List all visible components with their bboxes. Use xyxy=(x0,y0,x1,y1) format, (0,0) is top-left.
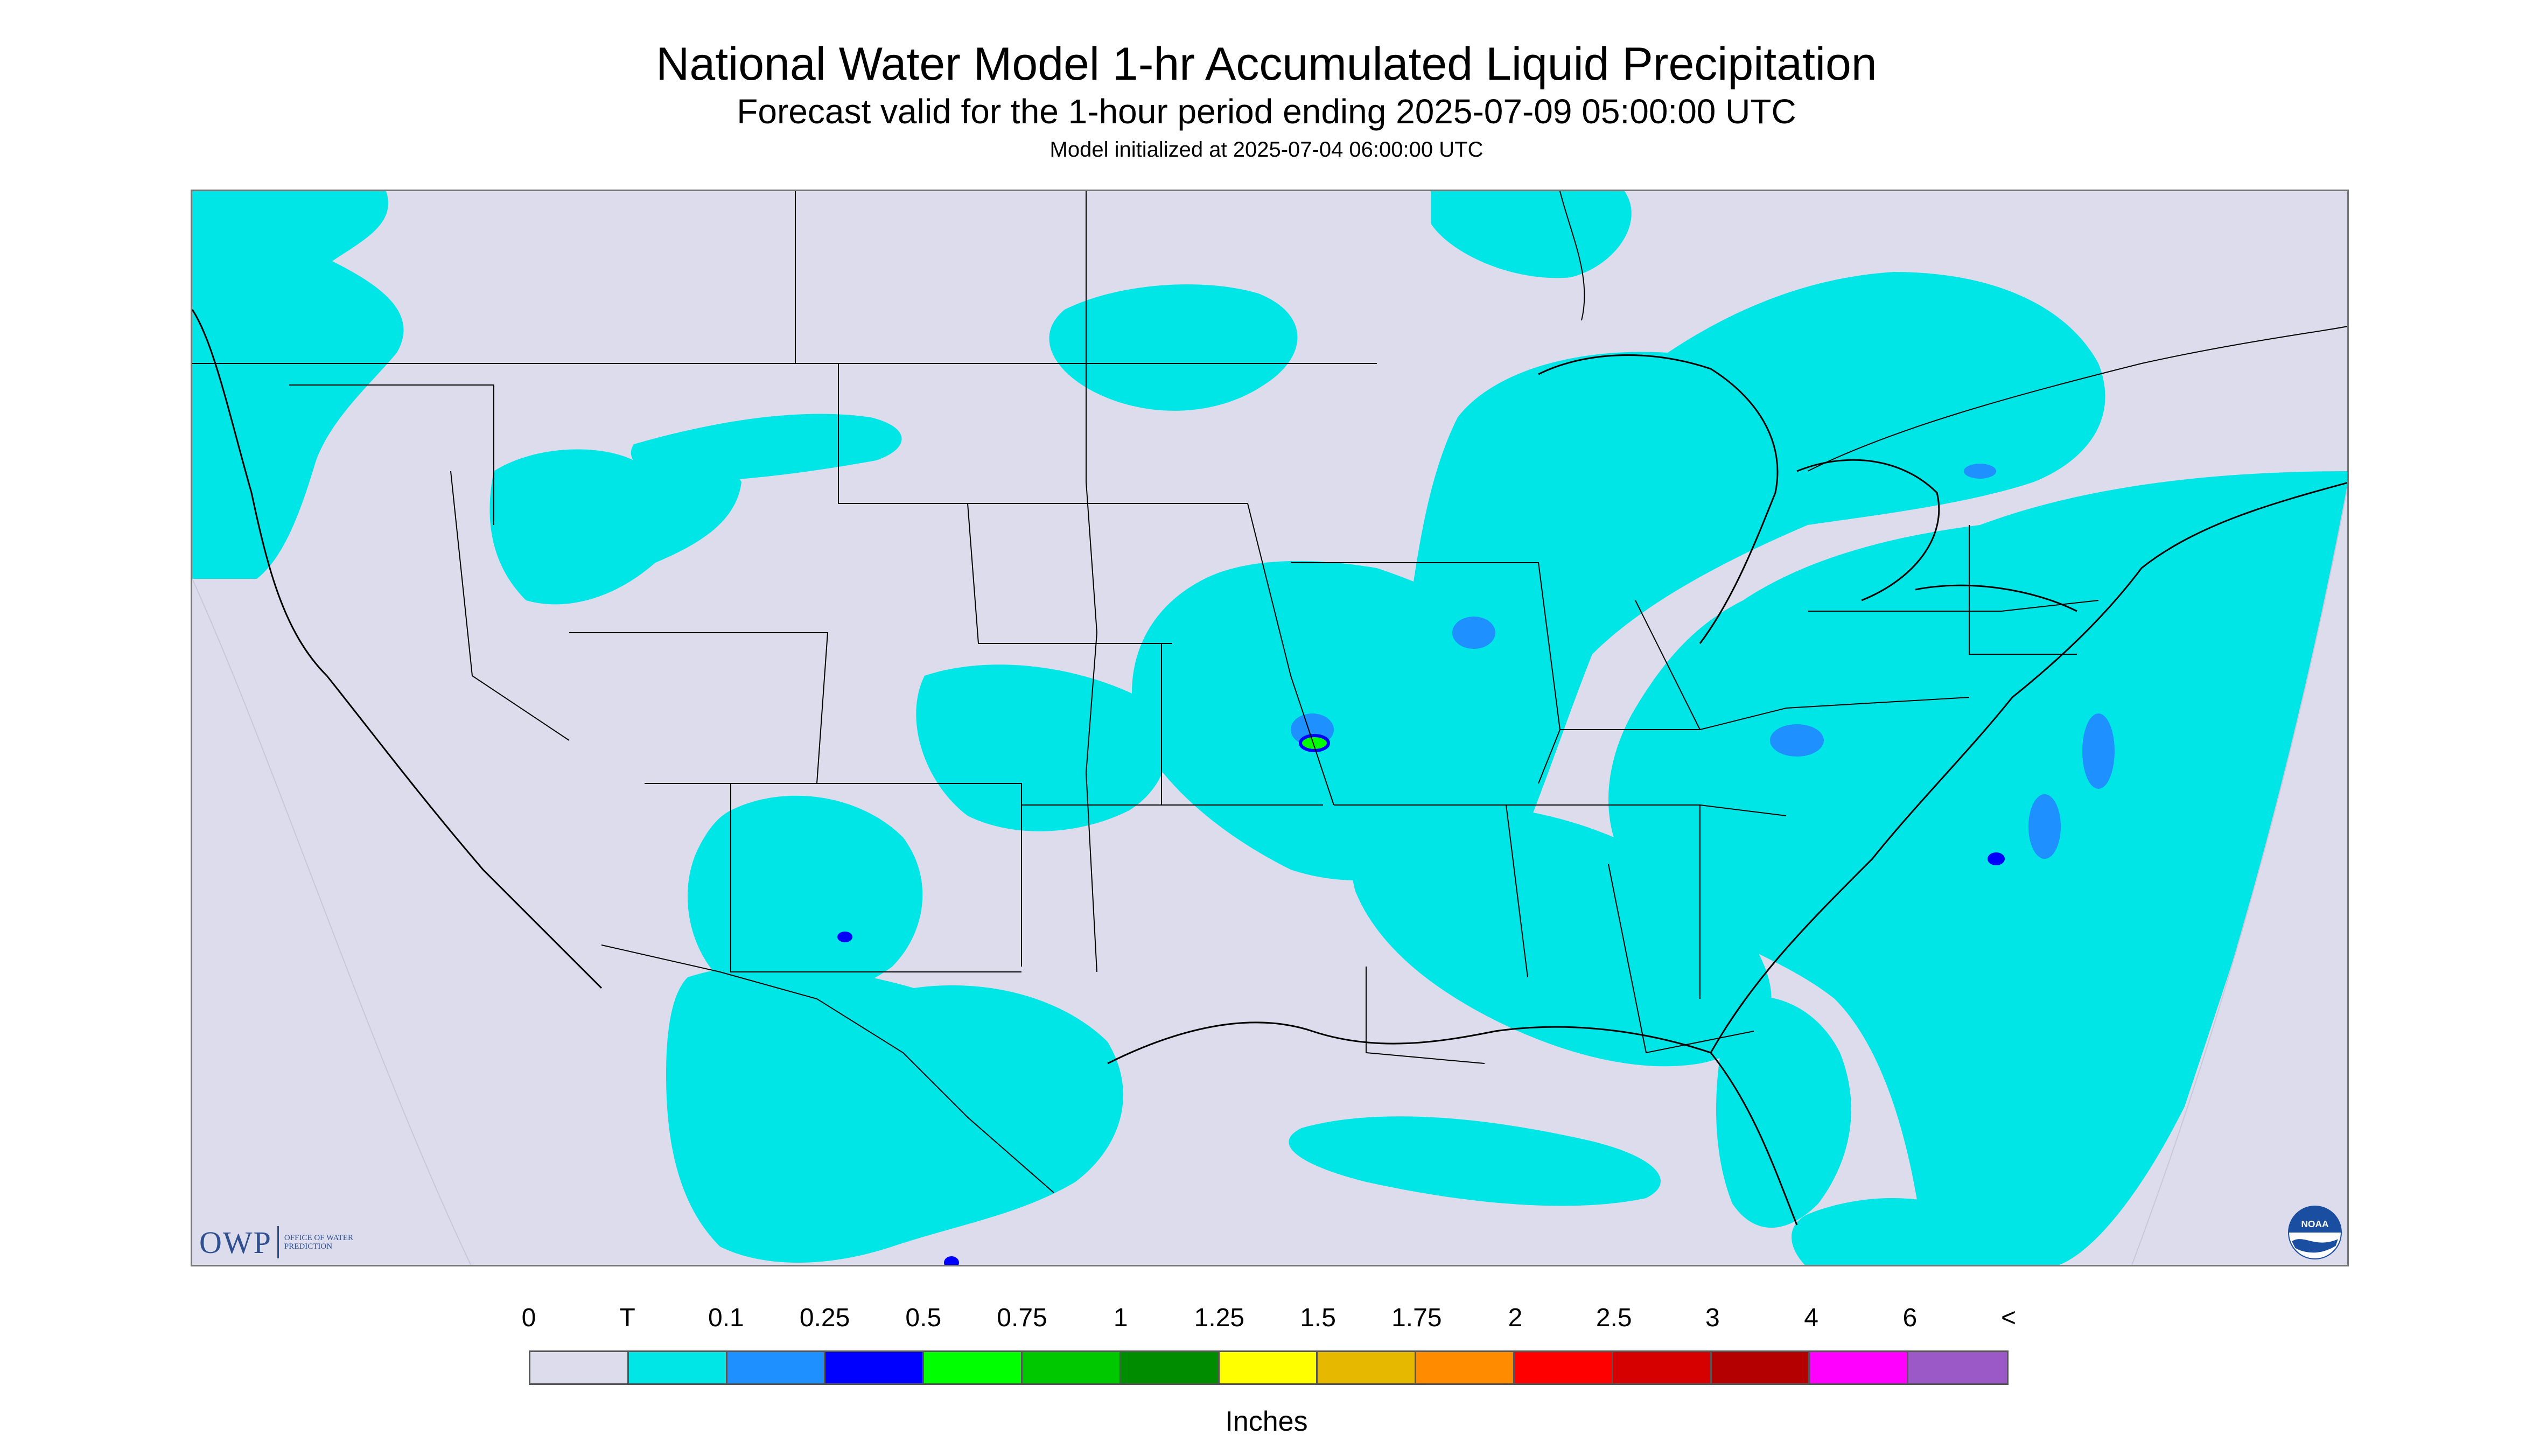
precip-area-midwest xyxy=(1132,561,1558,880)
legend-tick-label: 1.75 xyxy=(1391,1304,1442,1332)
map-title: National Water Model 1-hr Accumulated Li… xyxy=(656,38,1877,90)
precip-medium-new-mexico xyxy=(837,932,852,942)
owp-logo: OWP OFFICE OF WATER PREDICTION xyxy=(199,1223,365,1261)
owp-logo-letters: OWP xyxy=(199,1224,272,1260)
precip-medium-mexico xyxy=(944,1256,959,1265)
legend-tick-label: 6 xyxy=(1902,1304,1918,1332)
legend-swatch xyxy=(825,1352,925,1383)
legend-tick-label: < xyxy=(2000,1304,2017,1332)
owp-logo-divider xyxy=(277,1226,279,1258)
legend-swatch xyxy=(1613,1352,1712,1383)
owp-logo-text: OFFICE OF WATER PREDICTION xyxy=(284,1234,353,1251)
precip-area-florida xyxy=(1716,996,1851,1228)
legend-tick-label: 0.1 xyxy=(708,1304,744,1332)
precip-light-atlantic-2 xyxy=(2028,794,2061,859)
country-boundaries xyxy=(601,191,2347,1193)
noaa-logo: NOAA xyxy=(2288,1206,2342,1259)
model-init-line: Model initialized at 2025-07-04 06:00:00… xyxy=(1049,138,1484,162)
legend-swatch xyxy=(1022,1352,1121,1383)
legend-swatch xyxy=(1711,1352,1810,1383)
precip-light-ontario xyxy=(1964,464,1996,479)
precip-area-north-dakota xyxy=(1049,284,1298,411)
legend-swatch xyxy=(1318,1352,1417,1383)
precip-area-central-plains xyxy=(916,664,1167,831)
state-boundaries xyxy=(192,191,2099,1064)
precip-area-eastern-seaboard xyxy=(1608,471,2347,1265)
precip-area-mexico xyxy=(666,965,1123,1263)
legend-tick-label: 1 xyxy=(1113,1304,1128,1332)
noaa-logo-text: NOAA xyxy=(2301,1219,2329,1229)
legend-tick-label: T xyxy=(619,1304,635,1332)
legend-swatch xyxy=(628,1352,727,1383)
precip-area-caribbean xyxy=(1792,1198,1978,1265)
precip-light-iowa xyxy=(1452,617,1495,649)
legend-tick-label: 0 xyxy=(521,1304,536,1332)
domain-edge xyxy=(192,485,2347,1265)
precip-area-wyoming-band xyxy=(631,414,902,482)
precip-area-southeast xyxy=(1351,804,1772,1067)
legend-tick-label: 0.75 xyxy=(997,1304,1047,1332)
precip-area-gulf-band xyxy=(1289,1116,1661,1206)
legend-swatch xyxy=(1219,1352,1318,1383)
legend-swatch xyxy=(924,1352,1023,1383)
precip-area-ontario xyxy=(1431,191,1632,278)
legend-swatch xyxy=(1810,1352,1909,1383)
precip-medium-north-carolina xyxy=(1988,852,2005,865)
legend-color-bar xyxy=(529,1350,2009,1385)
map-subtitle: Forecast valid for the 1-hour period end… xyxy=(737,92,1796,131)
legend-tick-label: 3 xyxy=(1705,1304,1720,1332)
precip-area-southwest xyxy=(688,795,923,999)
legend-tick-label: 0.25 xyxy=(799,1304,850,1332)
legend-units-label: Inches xyxy=(1225,1406,1308,1437)
legend-swatch xyxy=(1121,1352,1220,1383)
legend-tick-label: 1.5 xyxy=(1300,1304,1336,1332)
precipitation-map xyxy=(191,190,2349,1266)
precip-heavy-missouri xyxy=(1299,734,1330,752)
precip-medium-areas xyxy=(837,852,2005,1265)
legend-tick-label: 1.25 xyxy=(1194,1304,1245,1332)
legend-tick-label: 4 xyxy=(1804,1304,1818,1332)
precip-light-atlantic-1 xyxy=(2082,713,2115,789)
legend-swatch xyxy=(727,1352,826,1383)
legend-swatch xyxy=(530,1352,629,1383)
precip-area-great-lakes-canada xyxy=(1405,272,2105,827)
legend-tick-label: 2.5 xyxy=(1596,1304,1632,1332)
precip-light-areas xyxy=(1291,464,2115,859)
domain-area xyxy=(192,191,2347,1265)
map-canvas xyxy=(192,191,2347,1265)
legend-tick-label: 2 xyxy=(1508,1304,1523,1332)
legend-swatch xyxy=(1908,1352,2007,1383)
precip-light-west-virginia xyxy=(1770,724,1824,757)
legend-swatch xyxy=(1514,1352,1613,1383)
precip-trace-areas xyxy=(192,191,2347,1265)
coastlines xyxy=(192,309,2347,1226)
precip-area-montana-band xyxy=(489,449,741,605)
legend-swatch xyxy=(1416,1352,1515,1383)
legend-tick-label: 0.5 xyxy=(905,1304,942,1332)
